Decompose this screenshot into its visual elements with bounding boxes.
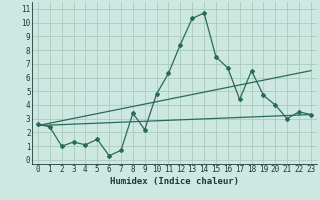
X-axis label: Humidex (Indice chaleur): Humidex (Indice chaleur) <box>110 177 239 186</box>
